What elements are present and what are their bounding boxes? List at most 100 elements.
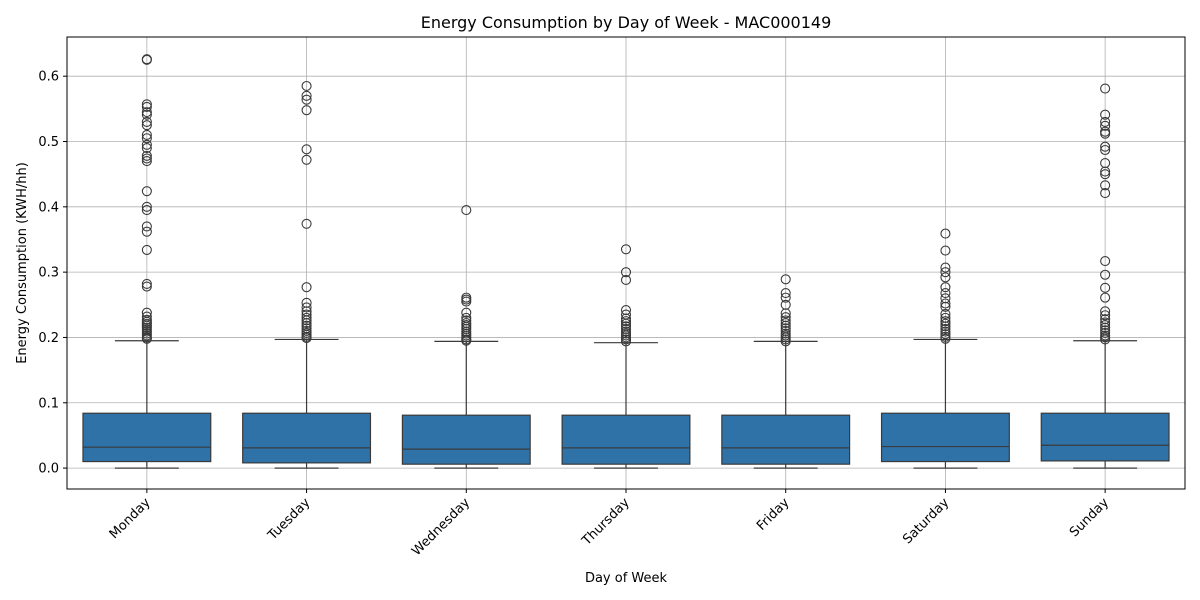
outlier-point bbox=[940, 272, 951, 283]
outlier-point bbox=[780, 336, 791, 347]
box-saturday bbox=[880, 228, 1010, 469]
outlier-point bbox=[1100, 166, 1111, 177]
y-tick-label: 0.2 bbox=[38, 331, 59, 346]
outlier-point bbox=[940, 287, 951, 299]
outlier-point bbox=[1100, 188, 1111, 199]
outlier-point bbox=[940, 301, 951, 312]
outlier-point bbox=[1100, 128, 1111, 139]
outlier-point bbox=[141, 221, 152, 232]
outlier-point bbox=[620, 244, 632, 255]
outlier-point bbox=[141, 226, 152, 237]
outlier-point bbox=[301, 282, 312, 293]
plot-frame bbox=[66, 36, 1186, 490]
outlier-point bbox=[141, 54, 152, 65]
outlier-point bbox=[620, 316, 632, 327]
outlier-point bbox=[141, 109, 152, 120]
interquartile-box bbox=[880, 412, 1010, 463]
outlier-point bbox=[301, 90, 312, 101]
box-tuesday bbox=[242, 80, 372, 469]
outlier-point bbox=[1100, 334, 1111, 345]
outlier-point bbox=[461, 335, 472, 346]
outlier-point bbox=[461, 205, 472, 216]
outlier-point bbox=[301, 312, 312, 323]
outlier-point bbox=[141, 101, 152, 112]
x-tick-label: Monday bbox=[107, 495, 154, 542]
outlier-point bbox=[940, 326, 951, 337]
outlier-point bbox=[141, 278, 152, 289]
x-tick-label: Tuesday bbox=[265, 495, 314, 544]
outlier-point bbox=[940, 329, 951, 340]
outlier-point bbox=[141, 150, 152, 161]
outlier-point bbox=[301, 105, 312, 116]
outlier-point bbox=[940, 245, 951, 256]
interquartile-box bbox=[401, 414, 531, 465]
outlier-point bbox=[620, 274, 632, 286]
outlier-point bbox=[1100, 120, 1111, 131]
outlier-point bbox=[141, 156, 152, 167]
y-tick-label: 0.3 bbox=[38, 266, 59, 281]
outlier-point bbox=[1100, 269, 1111, 280]
interquartile-box bbox=[242, 412, 372, 464]
box-friday bbox=[721, 274, 851, 469]
outlier-point bbox=[940, 298, 951, 309]
box-plot-series bbox=[82, 54, 1170, 469]
outlier-point bbox=[940, 333, 951, 344]
box-monday bbox=[82, 54, 212, 469]
outlier-point bbox=[141, 333, 152, 344]
outlier-point bbox=[780, 320, 791, 331]
outlier-point bbox=[1100, 292, 1111, 303]
box-wednesday bbox=[401, 205, 531, 469]
outlier-point bbox=[1100, 83, 1111, 94]
outlier-point bbox=[620, 267, 632, 278]
y-tick-label: 0.6 bbox=[38, 70, 59, 85]
outlier-point bbox=[620, 336, 632, 347]
outlier-point bbox=[141, 107, 152, 118]
outlier-point bbox=[1100, 255, 1111, 267]
box-sunday bbox=[1040, 83, 1170, 469]
outlier-point bbox=[1100, 320, 1111, 331]
outlier-point bbox=[780, 292, 791, 303]
x-tick-label: Thursday bbox=[579, 495, 633, 549]
y-tick-label: 0.1 bbox=[38, 396, 59, 411]
x-tick-label: Friday bbox=[754, 495, 793, 534]
outlier-point bbox=[780, 318, 791, 329]
outlier-point bbox=[780, 287, 791, 299]
outlier-point bbox=[301, 318, 312, 329]
outlier-point bbox=[141, 129, 152, 141]
outlier-point bbox=[141, 186, 152, 197]
outlier-point bbox=[780, 315, 791, 326]
outlier-point bbox=[940, 316, 951, 327]
y-tick-label: 0.0 bbox=[38, 462, 59, 477]
outlier-point bbox=[141, 205, 152, 216]
outlier-point bbox=[301, 315, 312, 326]
outlier-point bbox=[940, 267, 951, 278]
outlier-point bbox=[1100, 317, 1111, 328]
outlier-point bbox=[141, 99, 152, 110]
interquartile-box bbox=[721, 414, 851, 465]
outlier-point bbox=[940, 308, 951, 319]
outlier-point bbox=[141, 142, 152, 154]
outlier-point bbox=[141, 153, 152, 164]
outlier-point bbox=[1100, 322, 1111, 333]
outlier-point bbox=[1100, 180, 1111, 191]
y-tick-label: 0.5 bbox=[38, 135, 59, 150]
outlier-point bbox=[141, 116, 152, 127]
x-tick-label: Saturday bbox=[900, 495, 952, 547]
outlier-point bbox=[940, 228, 951, 239]
outlier-point bbox=[780, 308, 791, 319]
interquartile-box bbox=[561, 414, 691, 465]
outlier-point bbox=[301, 94, 312, 105]
outlier-point bbox=[1100, 144, 1111, 156]
outlier-point bbox=[141, 281, 152, 292]
outlier-point bbox=[940, 318, 951, 329]
x-axis-label: Day of Week bbox=[585, 571, 668, 586]
chart-title: Energy Consumption by Day of Week - MAC0… bbox=[421, 13, 832, 32]
y-axis-label: Energy Consumption (KWH/hh) bbox=[15, 162, 30, 364]
outlier-point bbox=[620, 313, 632, 324]
box-thursday bbox=[561, 244, 691, 469]
outlier-point bbox=[1100, 116, 1111, 127]
outlier-point bbox=[301, 80, 312, 92]
outlier-point bbox=[301, 144, 312, 155]
outlier-point bbox=[301, 218, 312, 229]
